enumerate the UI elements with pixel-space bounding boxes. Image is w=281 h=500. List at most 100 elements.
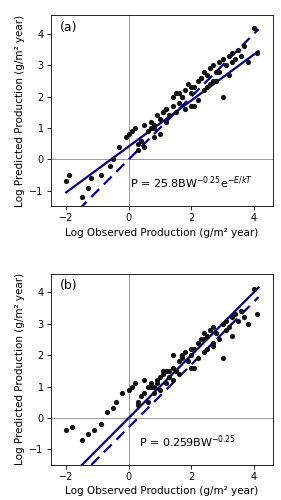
Point — [230, 58, 234, 66]
Point — [155, 380, 159, 388]
Point — [148, 382, 153, 390]
Point — [170, 376, 175, 384]
Point — [151, 382, 156, 390]
Point — [148, 380, 153, 388]
Point — [170, 364, 175, 372]
Point — [173, 90, 178, 98]
Point — [164, 380, 169, 388]
Point — [123, 134, 128, 141]
Point — [192, 345, 197, 353]
Point — [155, 376, 159, 384]
Point — [183, 348, 187, 356]
Point — [145, 398, 150, 406]
Point — [189, 90, 194, 98]
Point — [233, 310, 237, 318]
Point — [142, 121, 147, 129]
Point — [242, 314, 247, 322]
Point — [92, 426, 97, 434]
Point — [192, 83, 197, 91]
Point — [151, 121, 156, 129]
Point — [139, 392, 144, 400]
Point — [108, 162, 112, 170]
Point — [126, 130, 131, 138]
Point — [86, 430, 90, 438]
Point — [195, 354, 200, 362]
Point — [195, 77, 200, 85]
Point — [255, 310, 259, 318]
Point — [64, 426, 69, 434]
Point — [176, 370, 181, 378]
Point — [201, 348, 206, 356]
Point — [217, 336, 222, 344]
Point — [195, 338, 200, 346]
Point — [220, 55, 225, 63]
Point — [173, 367, 178, 375]
Point — [180, 354, 184, 362]
Point — [161, 367, 166, 375]
Point — [186, 358, 191, 366]
Point — [142, 376, 147, 384]
Point — [189, 351, 194, 359]
Point — [201, 336, 206, 344]
Point — [230, 332, 234, 340]
Point — [161, 108, 166, 116]
Point — [183, 105, 187, 113]
Point — [164, 367, 169, 375]
Point — [130, 382, 134, 390]
Point — [155, 112, 159, 120]
Point — [148, 118, 153, 126]
Point — [189, 345, 194, 353]
Point — [233, 55, 237, 63]
Point — [236, 46, 241, 54]
Point — [120, 389, 125, 397]
Point — [223, 316, 228, 324]
Point — [164, 105, 169, 113]
Point — [151, 389, 156, 397]
Point — [186, 80, 191, 88]
Y-axis label: Log Predicted Production (g/m² year): Log Predicted Production (g/m² year) — [15, 14, 25, 207]
Point — [255, 48, 259, 56]
Point — [226, 70, 231, 78]
Point — [136, 146, 140, 154]
Point — [117, 143, 122, 151]
Point — [111, 404, 115, 412]
Point — [98, 420, 103, 428]
Point — [201, 68, 206, 76]
Point — [164, 118, 169, 126]
Point — [214, 77, 219, 85]
Point — [176, 358, 181, 366]
Point — [161, 108, 166, 116]
Point — [170, 102, 175, 110]
Point — [220, 354, 225, 362]
Point — [158, 114, 162, 122]
Point — [136, 398, 140, 406]
Point — [170, 92, 175, 100]
Point — [126, 386, 131, 394]
Point — [167, 112, 172, 120]
Point — [133, 380, 137, 388]
Point — [230, 314, 234, 322]
Point — [80, 436, 84, 444]
Point — [105, 408, 109, 416]
Point — [205, 83, 209, 91]
Point — [211, 61, 216, 69]
Point — [223, 326, 228, 334]
Text: (b): (b) — [60, 280, 77, 292]
Point — [189, 364, 194, 372]
Point — [139, 136, 144, 144]
Point — [205, 70, 209, 78]
Point — [173, 108, 178, 116]
Point — [201, 86, 206, 94]
Point — [192, 364, 197, 372]
Text: P = 0.259BW$^{-0.25}$: P = 0.259BW$^{-0.25}$ — [139, 433, 237, 450]
Point — [189, 102, 194, 110]
Point — [148, 124, 153, 132]
Point — [251, 285, 256, 293]
Point — [230, 48, 234, 56]
Point — [239, 307, 244, 315]
X-axis label: Log Observed Production (g/m² year): Log Observed Production (g/m² year) — [65, 228, 258, 237]
Point — [208, 80, 212, 88]
Point — [142, 143, 147, 151]
Point — [167, 373, 172, 381]
Point — [86, 184, 90, 192]
